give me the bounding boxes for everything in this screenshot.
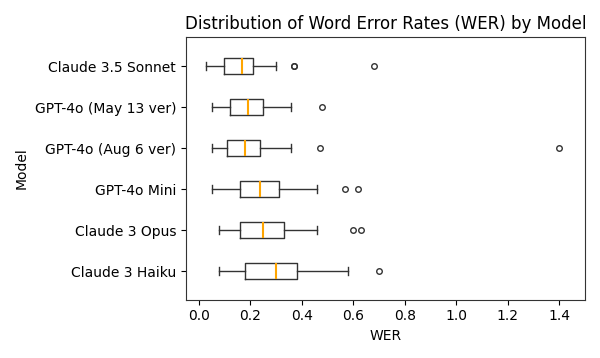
X-axis label: WER: WER <box>370 329 401 343</box>
Y-axis label: Model: Model <box>15 147 29 189</box>
Title: Distribution of Word Error Rates (WER) by Model: Distribution of Word Error Rates (WER) b… <box>185 15 586 33</box>
